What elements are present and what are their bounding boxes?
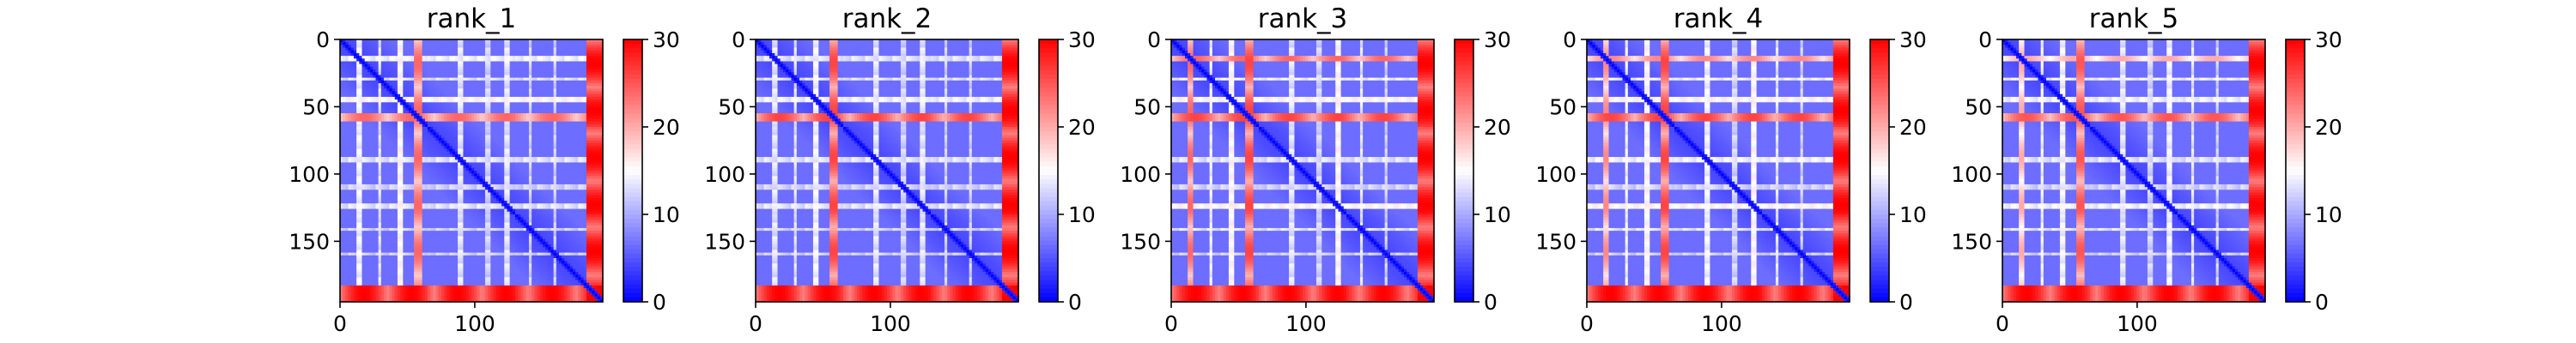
panel-title: rank_1 xyxy=(427,3,517,34)
heatmap-cells xyxy=(340,39,604,303)
